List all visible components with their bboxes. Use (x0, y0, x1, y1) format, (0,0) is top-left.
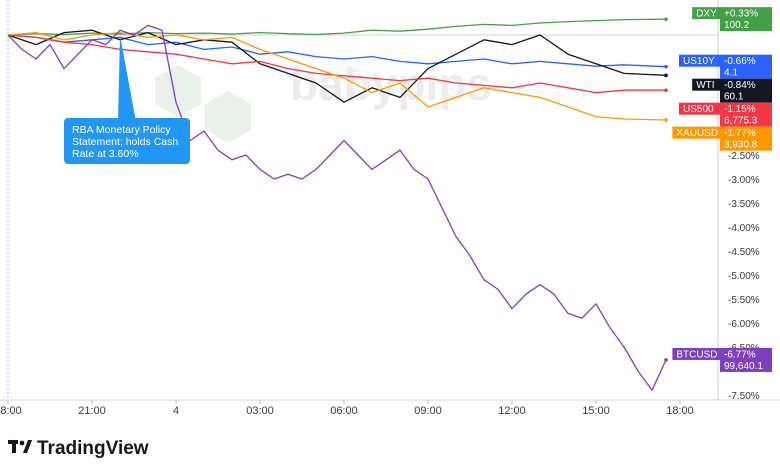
series-layer (7, 17, 668, 391)
y-tick-label: -6.00% (728, 319, 760, 330)
annotation-box (64, 118, 190, 164)
series-tag-dxy: DXY +0.33%100.2 (692, 7, 772, 32)
series-tag-change: -1.77% (724, 128, 756, 139)
series-tag-name-bg (692, 78, 720, 91)
series-tag-name-bg (679, 54, 720, 67)
x-axis-ticks: 18:00 21:00 4 03:00 06:00 09:00 12:00 15:00 18:0… (0, 400, 694, 417)
series-tag-value-bg (720, 54, 772, 79)
series-tag-wti: WTI -0.84%60.1 (692, 78, 772, 103)
series-tag-value: 6,775.3 (724, 116, 758, 127)
series-tag-value-bg (720, 7, 772, 32)
series-value-tags: DXY +0.33%100.2 US10Y -0.66%4.1 WTI -0.84%60.… (672, 7, 772, 372)
series-tag-xauusd: XAUUSD -1.77%3,930.8 (672, 126, 772, 151)
series-line-dxy (7, 18, 667, 36)
series-tag-name: XAUUSD (676, 128, 718, 139)
y-tick-label: -4.00% (728, 223, 760, 234)
series-endpoint-us500 (664, 88, 668, 92)
babypips-watermark: babypips (155, 58, 492, 143)
series-tag-value: 4.1 (724, 68, 738, 79)
series-line-us500 (7, 34, 666, 94)
x-tick-label: 21:00 (78, 405, 106, 417)
x-tick-label: 09:00 (414, 405, 442, 417)
series-endpoint-dxy (664, 17, 668, 21)
series-tag-value-bg (720, 78, 772, 103)
series-tag-value: 60.1 (724, 92, 744, 103)
series-endpoint-btcusd (664, 358, 668, 362)
x-tick-label: 15:00 (582, 405, 610, 417)
y-tick-label: -2.50% (728, 151, 760, 162)
series-tag-name: DXY (696, 9, 717, 20)
series-tag-value-bg (720, 102, 772, 127)
x-tick-label: 4 (173, 405, 179, 417)
y-tick-label: -4.50% (728, 247, 760, 258)
x-tick-label: 03:00 (246, 405, 274, 417)
series-tag-change: -6.77% (724, 349, 756, 360)
series-tag-value-bg (720, 347, 772, 372)
series-tag-name-bg (672, 347, 720, 360)
x-tick-label: 18:00 (0, 405, 22, 417)
series-tag-name-bg (672, 126, 720, 139)
series-tag-name: BTCUSD (676, 349, 717, 360)
series-line-btcusd (7, 24, 667, 391)
series-tag-btcusd: BTCUSD -6.77%99,640.1 (672, 347, 772, 372)
series-line-xauusd (7, 31, 667, 121)
x-tick-label: 18:00 (666, 405, 694, 417)
rba-annotation: RBA Monetary Policy Statement; holds Cas… (64, 35, 190, 164)
x-tick-label: 06:00 (330, 405, 358, 417)
watermark-text: babypips (290, 58, 492, 110)
tradingview-logo[interactable]: TradingView (8, 438, 149, 459)
y-tick-label: -3.50% (728, 199, 760, 210)
x-tick-label: 12:00 (498, 405, 526, 417)
series-tag-change: -0.66% (724, 56, 756, 67)
series-tag-us500: US500 -1.15%6,775.3 (679, 102, 772, 127)
series-tag-us10y: US10Y -0.66%4.1 (679, 54, 772, 79)
series-endpoint-us10y (664, 64, 668, 69)
series-endpoint-wti (664, 73, 668, 78)
series-endpoint-xauusd (664, 118, 668, 122)
series-tag-name-bg (679, 102, 720, 115)
series-tag-change: -0.84% (724, 80, 756, 91)
series-tag-change: -1.15% (724, 104, 756, 115)
series-tag-value-bg (720, 126, 772, 151)
series-tag-value: 3,930.8 (724, 140, 758, 151)
series-tag-change: +0.33% (724, 9, 758, 20)
annotation-line-3: Rate at 3.60% (72, 148, 139, 160)
tradingview-logo-icon (8, 440, 32, 453)
tradingview-logo-text: TradingView (37, 438, 149, 459)
series-tag-name: US10Y (683, 56, 715, 67)
y-tick-label: -5.00% (728, 271, 760, 282)
y-tick-label: -7.50% (728, 391, 760, 402)
series-line-wti (7, 29, 667, 103)
annotation-pointer (118, 35, 136, 122)
annotation-line-2: Statement; holds Cash (72, 136, 178, 148)
series-tag-value: 100.2 (724, 20, 749, 31)
y-tick-label: -3.00% (728, 175, 760, 186)
series-tag-value: 99,640.1 (724, 361, 763, 372)
series-tag-name: WTI (696, 80, 714, 91)
annotation-line-1: RBA Monetary Policy (72, 124, 171, 136)
y-tick-label: -5.50% (728, 295, 760, 306)
series-tag-name-bg (692, 7, 720, 20)
series-tag-name: US500 (683, 104, 714, 115)
